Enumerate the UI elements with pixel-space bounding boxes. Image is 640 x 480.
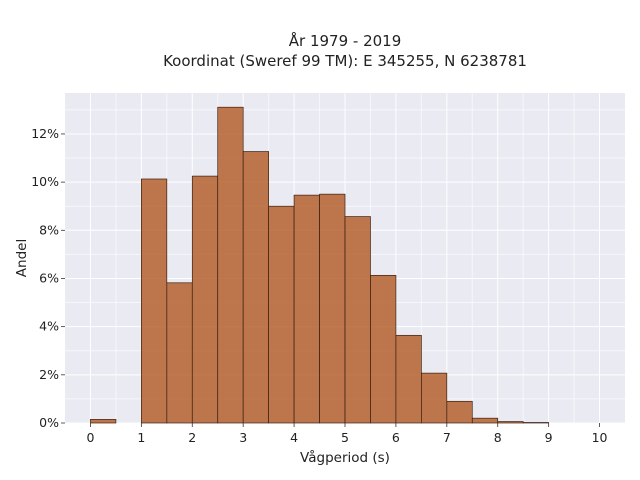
- bar-15: [497, 421, 524, 424]
- x-tick-label-3: 3: [239, 430, 247, 445]
- y-tick-label-2: 4%: [39, 319, 59, 334]
- bar-14: [471, 417, 499, 424]
- chart-title-line-2: Koordinat (Sweref 99 TM): E 345255, N 62…: [163, 52, 527, 70]
- x-tick-label-6: 6: [392, 430, 400, 445]
- y-tick-label-4: 8%: [39, 222, 59, 237]
- bar-13: [446, 400, 473, 424]
- bar-12: [421, 372, 448, 424]
- y-tick-label-0: 0%: [39, 415, 59, 430]
- bar-1: [141, 178, 168, 424]
- y-tick-label-6: 12%: [31, 126, 59, 141]
- bars: [90, 106, 549, 424]
- bar-2: [166, 282, 193, 424]
- y-axis-ticks: 0% 2% 4% 6% 8% 10% 12%: [31, 126, 65, 430]
- x-tick-label-5: 5: [341, 430, 349, 445]
- bar-9: [344, 216, 371, 424]
- x-tick-label-10: 10: [592, 430, 608, 445]
- bar-5: [242, 151, 269, 424]
- bar-11: [395, 334, 422, 424]
- y-tick-label-3: 6%: [39, 270, 59, 285]
- x-tick-label-8: 8: [494, 430, 502, 445]
- x-tick-label-4: 4: [290, 430, 298, 445]
- x-tick-label-7: 7: [443, 430, 451, 445]
- y-tick-label-1: 2%: [39, 367, 59, 382]
- bar-6: [268, 205, 295, 424]
- bar-4: [217, 106, 244, 424]
- x-axis-label: Vågperiod (s): [300, 449, 390, 466]
- bar-7: [293, 194, 320, 424]
- bar-0: [90, 419, 117, 424]
- y-tick-label-5: 10%: [31, 174, 59, 189]
- bar-10: [370, 274, 397, 424]
- bar-3: [191, 175, 219, 424]
- chart-title-line-1: År 1979 - 2019: [289, 31, 402, 50]
- x-tick-label-2: 2: [188, 430, 196, 445]
- x-tick-label-9: 9: [545, 430, 553, 445]
- bar-8: [319, 193, 346, 424]
- x-axis-ticks: 0 1 2 3 4 5 6 7 8 9 10: [86, 423, 608, 445]
- y-axis-label: Andel: [14, 239, 30, 277]
- x-tick-label-0: 0: [86, 430, 94, 445]
- x-tick-label-1: 1: [137, 430, 145, 445]
